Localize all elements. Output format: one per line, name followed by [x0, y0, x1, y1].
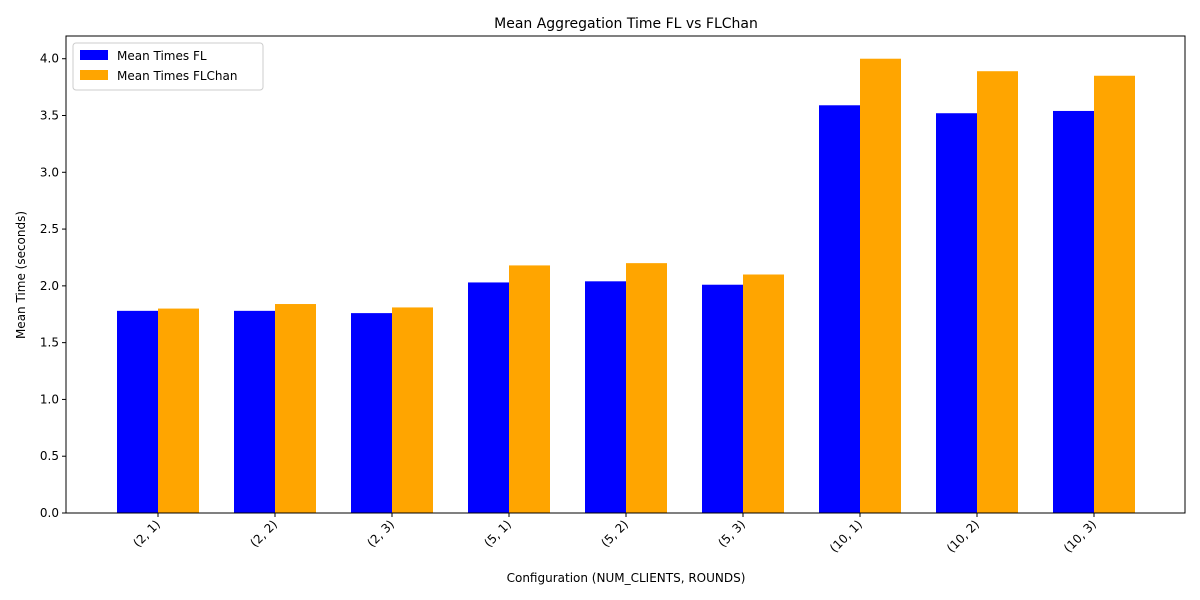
x-tick-label: (10, 1) [827, 517, 865, 555]
x-tick-label: (2, 2) [247, 517, 280, 550]
x-axis: (2, 1) (2, 2) (2, 3) (5, 1) (5, 2) (5, 3) (10,… [130, 513, 1099, 555]
legend-swatch-0 [80, 50, 108, 60]
x-axis-label: Configuration (NUM_CLIENTS, ROUNDS) [507, 571, 746, 585]
x-tick-label: (5, 1) [481, 517, 514, 550]
x-tick-label: (10, 3) [1061, 517, 1099, 555]
bar-fl-4 [585, 281, 626, 513]
y-tick-label: 1.0 [40, 392, 59, 406]
bar-fl-5 [702, 284, 743, 513]
legend: Mean Times FL Mean Times FLChan [72, 42, 264, 91]
bar-flchan-3 [509, 265, 550, 513]
chart-title: Mean Aggregation Time FL vs FLChan [494, 16, 758, 32]
bar-flchan-7 [977, 71, 1018, 513]
legend-box [72, 42, 264, 91]
y-tick-label: 3.0 [40, 165, 59, 179]
y-tick-label: 2.5 [40, 222, 59, 236]
y-tick-label: 3.5 [40, 109, 59, 123]
y-tick-label: 2.0 [40, 279, 59, 293]
y-tick-label: 1.5 [40, 336, 59, 350]
bar-flchan-4 [626, 263, 667, 513]
bar-fl-6 [819, 105, 860, 514]
bar-flchan-5 [743, 274, 784, 513]
x-tick-label: (10, 2) [944, 517, 982, 555]
legend-label-1: Mean Times FLChan [117, 69, 237, 83]
bar-flchan-0 [158, 308, 199, 513]
legend-swatch-1 [80, 70, 108, 80]
bar-flchan-8 [1094, 75, 1135, 513]
y-tick-label: 0.0 [40, 506, 59, 520]
bars-group [117, 58, 1135, 514]
y-axis: 0.0 0.5 1.0 1.5 2.0 2.5 3.0 3.5 4.0 [40, 52, 66, 520]
bar-flchan-1 [275, 304, 316, 513]
bar-fl-2 [351, 313, 392, 513]
x-tick-label: (5, 3) [715, 517, 748, 550]
bar-fl-8 [1053, 110, 1094, 513]
y-tick-label: 0.5 [40, 449, 59, 463]
bar-flchan-2 [392, 307, 433, 513]
bar-fl-3 [468, 282, 509, 513]
x-tick-label: (5, 2) [598, 517, 631, 550]
y-tick-label: 4.0 [40, 52, 59, 66]
bar-fl-1 [234, 310, 275, 513]
bar-flchan-6 [860, 58, 901, 513]
x-tick-label: (2, 3) [364, 517, 397, 550]
bar-fl-7 [936, 113, 977, 513]
y-axis-label: Mean Time (seconds) [14, 211, 28, 339]
x-tick-label: (2, 1) [130, 517, 163, 550]
bar-fl-0 [117, 310, 158, 513]
legend-label-0: Mean Times FL [117, 49, 207, 63]
